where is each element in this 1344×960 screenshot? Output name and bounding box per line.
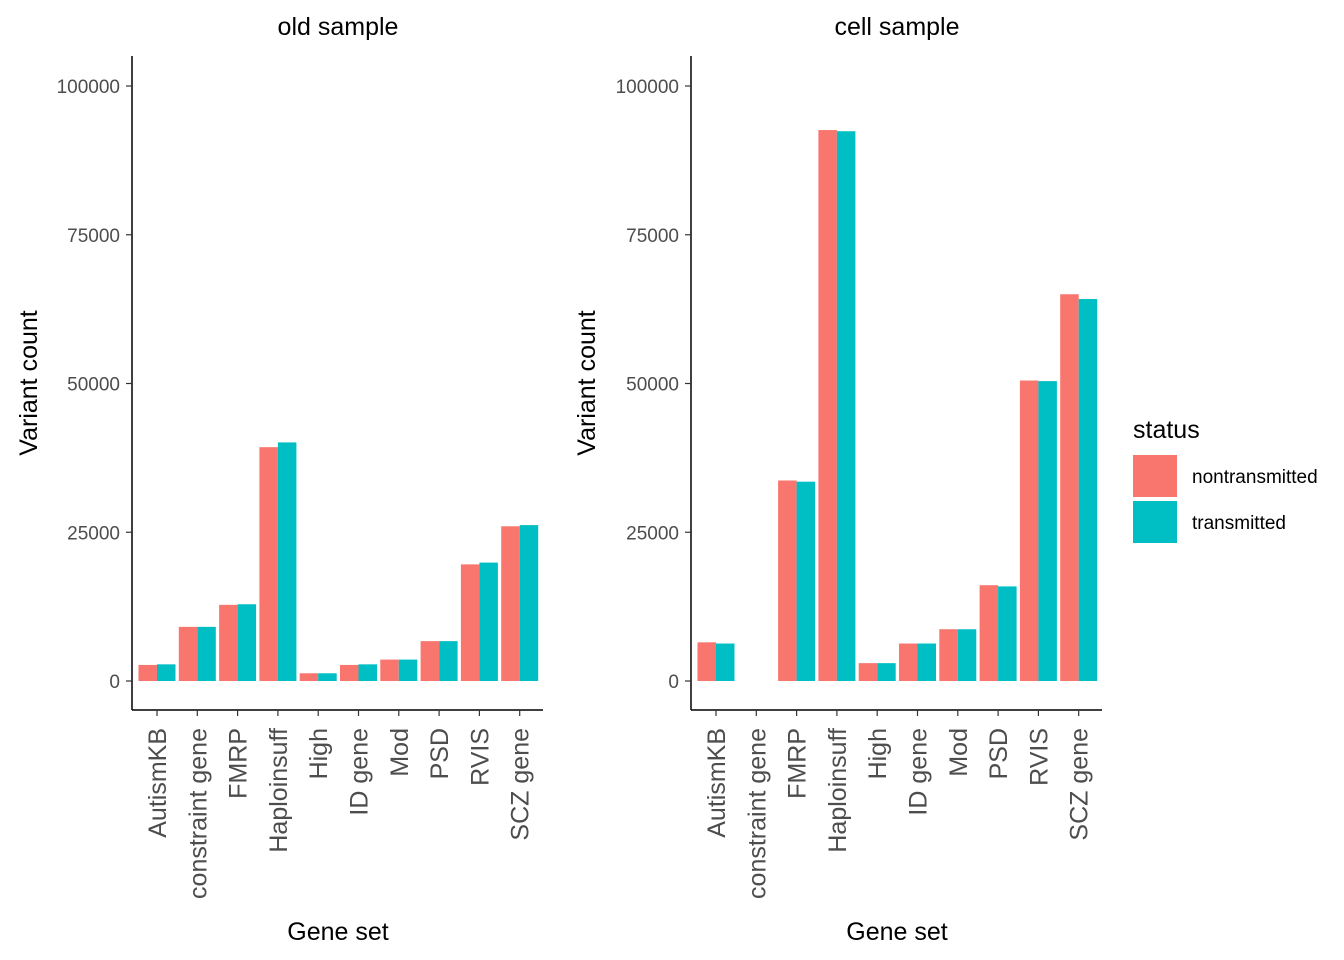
bar-transmitted: [358, 664, 377, 681]
x-tick-label: Haploinsuff: [824, 728, 852, 853]
bar-nontransmitted: [259, 447, 278, 681]
bar-transmitted: [957, 629, 977, 682]
x-tick-label: RVIS: [1025, 728, 1053, 786]
panel-2: cell sample 0 25000 50000 75000 100000 AutismK…: [573, 13, 1102, 946]
x-tick-label: AutismKB: [703, 728, 731, 838]
bar-transmitted: [277, 442, 297, 681]
x-axis-title: Gene set: [846, 918, 948, 946]
bar-transmitted: [398, 659, 418, 681]
legend-label: nontransmitted: [1192, 467, 1318, 488]
bar-nontransmitted: [778, 480, 797, 682]
bar-transmitted: [877, 663, 896, 681]
legend-key-transmitted: [1133, 501, 1177, 543]
y-tick-label: 25000: [67, 523, 120, 544]
bars: [138, 442, 539, 682]
legend-label: transmitted: [1192, 513, 1286, 534]
bar-nontransmitted: [818, 130, 837, 681]
bar-nontransmitted: [1060, 294, 1079, 681]
y-tick-label: 50000: [67, 375, 120, 396]
bar-transmitted: [318, 673, 337, 681]
bar-nontransmitted: [899, 643, 918, 681]
y-tick-label: 0: [109, 672, 120, 693]
y-tick-label: 100000: [57, 77, 120, 98]
bar-nontransmitted: [219, 604, 238, 681]
bar-nontransmitted: [340, 664, 359, 681]
bar-nontransmitted: [858, 663, 878, 681]
bar-nontransmitted: [939, 629, 958, 682]
bar-transmitted: [796, 481, 816, 681]
bar-nontransmitted: [697, 642, 716, 682]
x-tick-label: constraint gene: [743, 728, 771, 899]
bar-transmitted: [917, 643, 936, 681]
x-tick-label: High: [305, 728, 333, 779]
legend-key-nontransmitted: [1133, 455, 1177, 497]
y-axis-title: Variant count: [573, 310, 601, 456]
legend: status nontransmitted transmitted: [1133, 416, 1318, 543]
bar-transmitted: [237, 604, 257, 682]
x-tick-label: RVIS: [466, 728, 494, 786]
bars: [697, 130, 1098, 682]
y-tick-label: 0: [668, 672, 679, 693]
bar-nontransmitted: [138, 664, 157, 681]
bar-transmitted: [157, 664, 176, 681]
bar-transmitted: [836, 131, 856, 682]
y-tick-label: 25000: [626, 523, 679, 544]
panel-1: old sample 0 25000 50000 75000 100000 AutismKB…: [15, 13, 543, 946]
bar-nontransmitted: [299, 673, 319, 681]
bar-nontransmitted: [420, 641, 440, 681]
x-tick-label: SCZ gene: [1066, 728, 1094, 841]
y-tick-label: 100000: [616, 77, 679, 98]
legend-title: status: [1133, 416, 1200, 444]
bar-nontransmitted: [460, 564, 480, 681]
bar-nontransmitted: [1019, 380, 1039, 681]
bar-nontransmitted: [979, 585, 999, 682]
y-tick-label: 75000: [67, 226, 120, 247]
bar-nontransmitted: [501, 526, 520, 681]
x-tick-label: constraint gene: [184, 728, 212, 899]
bar-transmitted: [716, 643, 735, 681]
x-tick-label: Haploinsuff: [265, 728, 293, 853]
x-tick-label: PSD: [985, 728, 1013, 779]
bar-transmitted: [519, 525, 539, 681]
x-axis-title: Gene set: [287, 918, 389, 946]
bar-transmitted: [1038, 381, 1057, 681]
x-tick-label: FMRP: [225, 728, 253, 799]
chart-title: old sample: [278, 13, 399, 41]
chart-title: cell sample: [834, 13, 959, 41]
x-tick-label: ID gene: [346, 728, 374, 816]
x-tick-label: FMRP: [784, 728, 812, 799]
bar-transmitted: [1078, 299, 1098, 681]
bar-transmitted: [439, 641, 458, 681]
x-tick-label: ID gene: [905, 728, 933, 816]
bar-nontransmitted: [178, 626, 198, 682]
x-tick-label: Mod: [945, 728, 973, 777]
x-tick-label: AutismKB: [144, 728, 172, 838]
x-tick-label: Mod: [386, 728, 414, 777]
chart-panels: old sample 0 25000 50000 75000 100000 AutismKB…: [15, 13, 1102, 946]
bar-transmitted: [197, 626, 216, 682]
bar-nontransmitted: [380, 659, 399, 681]
x-tick-label: PSD: [426, 728, 454, 779]
x-tick-label: SCZ gene: [507, 728, 535, 841]
y-axis-title: Variant count: [15, 310, 43, 456]
bar-transmitted: [479, 562, 498, 682]
y-tick-label: 50000: [626, 375, 679, 396]
x-tick-label: High: [864, 728, 892, 779]
y-tick-label: 75000: [626, 226, 679, 247]
bar-transmitted: [998, 586, 1017, 681]
